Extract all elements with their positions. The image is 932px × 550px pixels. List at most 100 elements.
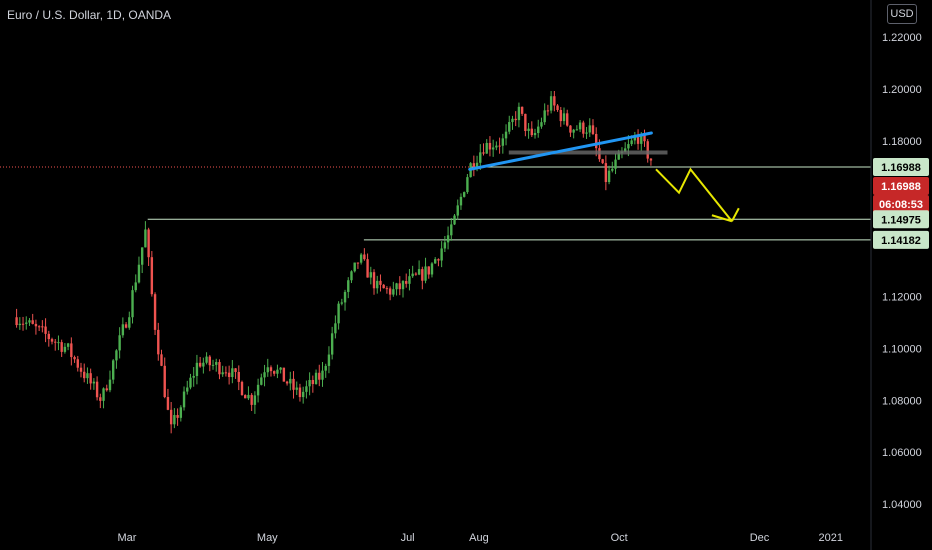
candle-body (63, 346, 67, 352)
candle-body (546, 110, 550, 112)
candle (533, 128, 537, 139)
candle (440, 241, 443, 268)
candle-body (163, 365, 166, 398)
candle (285, 380, 289, 386)
candle-body (124, 324, 128, 328)
candle-body (340, 302, 344, 304)
candle-body (569, 125, 572, 133)
candle (95, 376, 99, 401)
candle (234, 368, 237, 379)
candle-body (530, 128, 533, 136)
candle (643, 129, 646, 147)
candle (260, 373, 263, 386)
level-2-tag-text: 1.14182 (881, 235, 921, 247)
candle-body (198, 362, 202, 367)
current-price-tag-bg (873, 177, 929, 196)
candle-body (211, 364, 215, 366)
candle-body (543, 110, 546, 123)
candle-body (144, 229, 147, 248)
candlestick-series (15, 90, 653, 434)
candle-body (173, 415, 176, 425)
candle-body (585, 132, 588, 134)
candle (179, 405, 183, 422)
candle-body (369, 272, 372, 278)
currency-button[interactable]: USD (887, 4, 917, 24)
candle (144, 221, 147, 248)
candle (198, 356, 202, 368)
candle (34, 319, 38, 335)
candle (150, 251, 154, 297)
candle (298, 383, 302, 402)
candle-body (237, 371, 240, 382)
candle-body (115, 350, 118, 361)
x-tick-label: Oct (611, 532, 628, 544)
candle-body (405, 281, 408, 284)
candle (305, 380, 308, 399)
candle (488, 136, 492, 157)
candle-body (131, 290, 134, 318)
candle-body (511, 118, 514, 123)
candle (237, 365, 240, 391)
candle (295, 381, 298, 396)
candle-body (601, 159, 604, 164)
candle (102, 387, 105, 409)
candle-body (169, 409, 173, 425)
candle (163, 357, 166, 399)
candle (15, 308, 18, 328)
candle (147, 227, 150, 266)
candle-body (137, 264, 141, 283)
candle-body (244, 395, 247, 399)
candle-body (179, 407, 183, 418)
candle (405, 273, 408, 288)
candle-body (430, 263, 434, 275)
candle-body (643, 134, 646, 142)
candle (292, 371, 295, 399)
candle-body (559, 109, 562, 122)
candle (388, 286, 392, 301)
x-tick-label: Jul (401, 532, 415, 544)
candle (99, 393, 102, 409)
candle (18, 317, 22, 330)
y-tick-label: 1.08000 (882, 395, 922, 407)
level-2-tag-bg (873, 230, 929, 249)
candle (218, 359, 221, 380)
candle-body (234, 368, 237, 372)
candle-body (417, 269, 421, 275)
candle (131, 285, 134, 324)
candle (282, 367, 286, 382)
candle (134, 274, 137, 293)
candle (511, 115, 514, 130)
candle (253, 391, 257, 414)
candle (186, 380, 189, 395)
candle-body (514, 118, 517, 121)
candle (434, 257, 437, 264)
price-axis[interactable]: 1.22000 1.20000 1.18000 1.12000 1.10000 1.080… (882, 32, 922, 511)
candle (92, 378, 96, 390)
time-axis[interactable]: Mar May Jul Aug Oct Dec 2021 (118, 532, 844, 544)
x-tick-label: Mar (118, 532, 137, 544)
candle (208, 355, 211, 372)
candle (614, 153, 617, 175)
candle-body (47, 333, 50, 340)
candle-body (517, 106, 521, 121)
candle-body (482, 152, 485, 154)
candle (553, 90, 556, 112)
candle (224, 366, 228, 377)
candle (21, 316, 25, 331)
y-tick-label: 1.10000 (882, 343, 922, 355)
candle-body (37, 326, 41, 328)
candle (173, 408, 176, 429)
candle-body (434, 259, 437, 264)
drawings (468, 131, 740, 223)
level-1-tag: 1.14975 (873, 210, 929, 229)
candle (324, 363, 327, 378)
candle-body (140, 247, 144, 265)
candle (540, 117, 543, 129)
candle-body (611, 168, 614, 171)
candle-body (334, 323, 337, 334)
candle-body (260, 377, 263, 385)
candle (359, 252, 363, 265)
y-tick-label: 1.20000 (882, 84, 922, 96)
candle-body (366, 259, 369, 278)
